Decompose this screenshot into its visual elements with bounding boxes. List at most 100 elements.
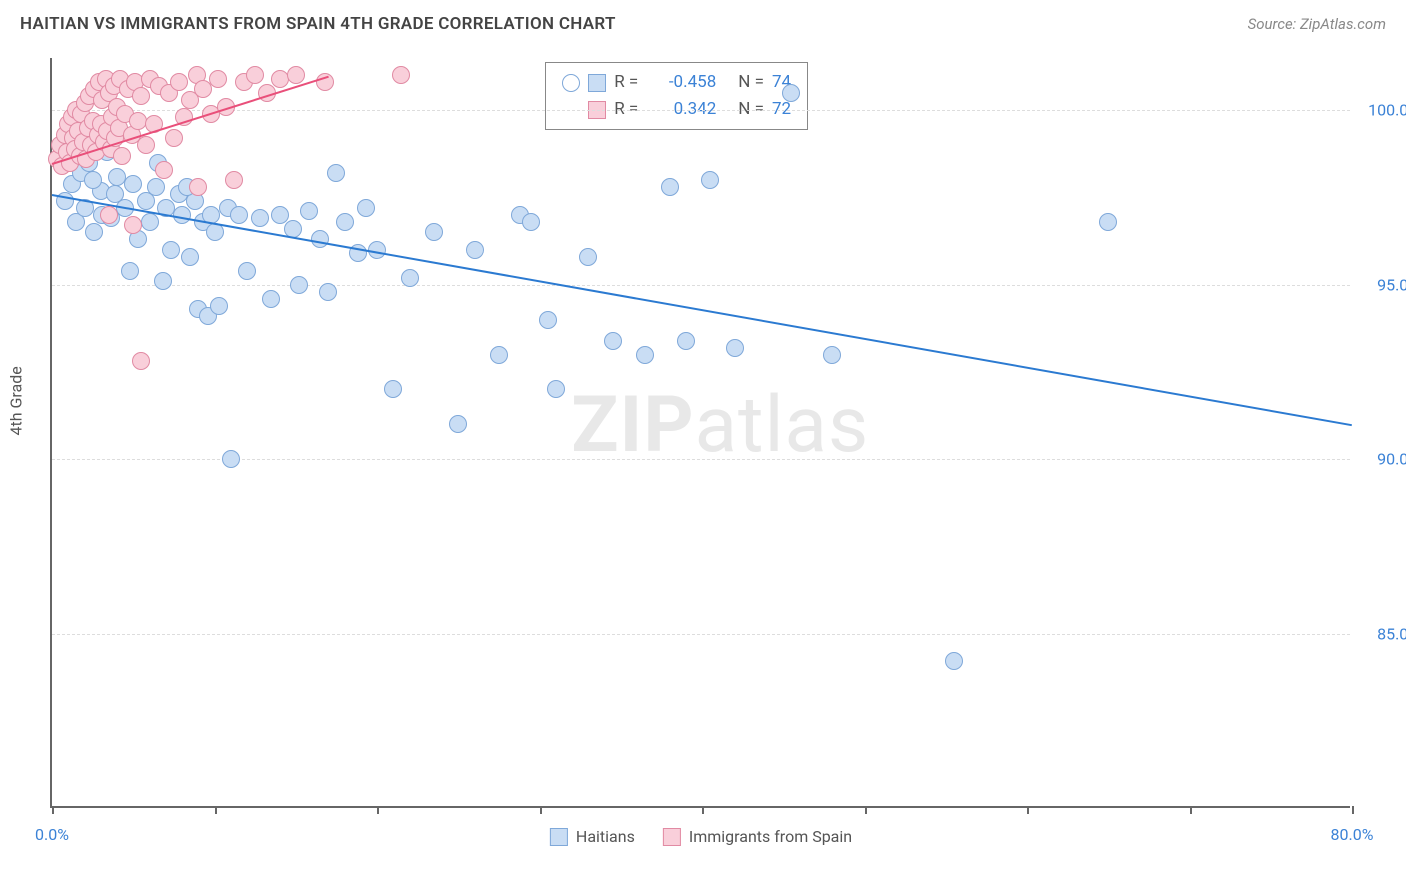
data-point (262, 290, 280, 308)
data-point (222, 450, 240, 468)
stats-box: R =-0.458N =74R =0.342N =72 (545, 62, 808, 130)
data-point (539, 311, 557, 329)
stats-r-label: R = (614, 69, 638, 96)
data-point (137, 136, 155, 154)
legend-label: Haitians (576, 827, 635, 846)
x-tick (1027, 806, 1029, 814)
x-tick (1352, 806, 1354, 814)
legend-swatch-icon (663, 828, 681, 846)
x-tick-label: 80.0% (1331, 825, 1374, 844)
data-point (209, 70, 227, 88)
data-point (823, 346, 841, 364)
data-point (319, 283, 337, 301)
y-tick-label: 95.0% (1360, 275, 1406, 294)
y-tick-label: 90.0% (1360, 450, 1406, 469)
chart-title: HAITIAN VS IMMIGRANTS FROM SPAIN 4TH GRA… (20, 14, 616, 34)
data-point (162, 241, 180, 259)
data-point (547, 380, 565, 398)
data-point (181, 248, 199, 266)
chart-header: HAITIAN VS IMMIGRANTS FROM SPAIN 4TH GRA… (0, 0, 1406, 42)
x-tick-label: 0.0% (35, 825, 69, 844)
x-tick (540, 806, 542, 814)
data-point (357, 199, 375, 217)
gridline (52, 634, 1350, 635)
data-point (522, 213, 540, 231)
data-point (327, 164, 345, 182)
bottom-legend: Haitians Immigrants from Spain (550, 827, 852, 846)
data-point (238, 262, 256, 280)
watermark-rest: atlas (695, 380, 870, 471)
legend-label: Immigrants from Spain (689, 827, 852, 846)
legend-swatch-icon (550, 828, 568, 846)
data-point (1099, 213, 1117, 231)
x-tick (1190, 806, 1192, 814)
data-point (290, 276, 308, 294)
watermark: ZIPatlas (571, 380, 869, 471)
data-point (113, 147, 131, 165)
data-point (170, 73, 188, 91)
data-point (701, 171, 719, 189)
data-point (165, 129, 183, 147)
data-point (401, 269, 419, 287)
gridline (52, 110, 1350, 111)
data-point (677, 332, 695, 350)
stats-r-value: -0.458 (646, 69, 716, 96)
data-point (449, 415, 467, 433)
data-point (121, 262, 139, 280)
data-point (425, 223, 443, 241)
stats-row: R =-0.458N =74 (562, 69, 791, 96)
data-point (129, 112, 147, 130)
data-point (782, 84, 800, 102)
trend-line (52, 194, 1352, 426)
data-point (124, 216, 142, 234)
data-point (251, 209, 269, 227)
data-point (100, 206, 118, 224)
data-point (384, 380, 402, 398)
data-point (189, 178, 207, 196)
gridline (52, 459, 1350, 460)
data-point (210, 297, 228, 315)
data-point (206, 223, 224, 241)
legend-item: Haitians (550, 827, 635, 846)
data-point (84, 171, 102, 189)
data-point (246, 66, 264, 84)
y-tick-label: 85.0% (1360, 624, 1406, 643)
data-point (155, 161, 173, 179)
x-tick (215, 806, 217, 814)
data-point (230, 206, 248, 224)
data-point (604, 332, 622, 350)
data-point (392, 66, 410, 84)
gridline (52, 285, 1350, 286)
data-point (132, 87, 150, 105)
data-point (132, 352, 150, 370)
y-axis-label: 4th Grade (7, 366, 26, 435)
x-tick (702, 806, 704, 814)
data-point (271, 70, 289, 88)
data-point (287, 66, 305, 84)
data-point (154, 272, 172, 290)
data-point (147, 178, 165, 196)
chart-source: Source: ZipAtlas.com (1248, 15, 1386, 33)
data-point (579, 248, 597, 266)
data-point (466, 241, 484, 259)
y-tick-label: 100.0% (1360, 101, 1406, 120)
data-point (636, 346, 654, 364)
data-point (945, 652, 963, 670)
data-point (661, 178, 679, 196)
data-point (726, 339, 744, 357)
x-tick (865, 806, 867, 814)
data-point (300, 202, 318, 220)
x-tick (377, 806, 379, 814)
legend-swatch-icon (588, 74, 606, 92)
data-point (490, 346, 508, 364)
data-point (141, 213, 159, 231)
data-point (124, 175, 142, 193)
x-tick (52, 806, 54, 814)
legend-circle-icon (562, 74, 580, 92)
stats-n-label: N = (738, 69, 764, 96)
data-point (336, 213, 354, 231)
data-point (85, 223, 103, 241)
scatter-chart: ZIPatlas R =-0.458N =74R =0.342N =72 Hai… (50, 58, 1350, 808)
watermark-bold: ZIP (571, 380, 694, 471)
legend-item: Immigrants from Spain (663, 827, 852, 846)
